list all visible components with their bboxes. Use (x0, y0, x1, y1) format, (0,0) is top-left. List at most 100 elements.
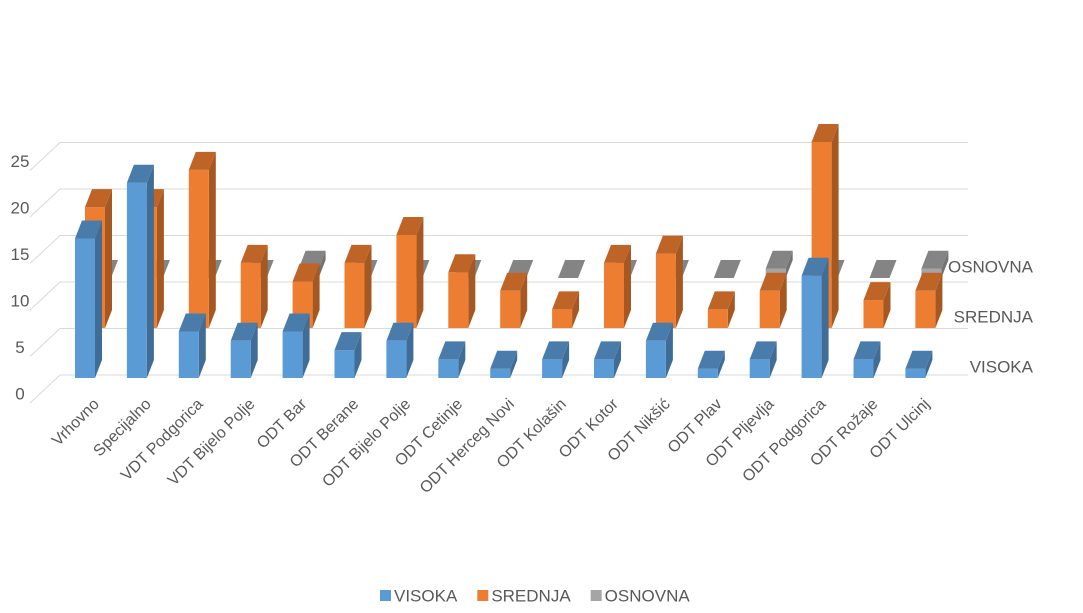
bar (75, 220, 102, 378)
bar-top (697, 350, 725, 369)
bar-top (542, 341, 570, 360)
bar-top (500, 272, 528, 291)
bar (344, 244, 372, 328)
row-label: OSNOVNA (948, 257, 1034, 276)
bar-front (801, 275, 822, 378)
bar-top (552, 291, 580, 310)
bar (655, 235, 683, 328)
legend-label: SREDNJA (491, 586, 571, 605)
bar-top (713, 260, 741, 278)
bar-side (562, 341, 570, 378)
bar-top (126, 164, 154, 183)
bar-side (935, 272, 943, 328)
bar-top (869, 260, 897, 278)
bar-side (572, 291, 580, 328)
bar (500, 272, 528, 328)
y-tick-label: 25 (11, 152, 30, 171)
bar-side (318, 250, 326, 278)
bar-front (344, 262, 365, 328)
bar-side (941, 250, 949, 278)
bar-front (697, 368, 718, 378)
bar-side (925, 350, 933, 378)
bar-front (334, 350, 355, 378)
bar (188, 151, 216, 328)
bar (853, 341, 881, 378)
bar-side (105, 189, 112, 328)
grid-line (29, 188, 968, 218)
bar-side (260, 244, 268, 328)
bar (396, 217, 424, 328)
y-tick-label: 15 (11, 245, 30, 264)
bar-side (785, 250, 793, 278)
bar-top (188, 151, 216, 170)
bar-side (873, 341, 881, 378)
bar-top (921, 250, 949, 269)
bar-front (230, 340, 251, 378)
bar-side (769, 341, 777, 378)
bar-top (811, 124, 839, 142)
grid-line (29, 235, 968, 264)
bar-side (364, 244, 372, 328)
bar (230, 322, 258, 378)
bar (542, 341, 570, 378)
x-tick-label: VDT Bijelo Polje (165, 396, 259, 490)
bar-side (727, 291, 735, 328)
bar-side (354, 332, 362, 378)
bar-top (85, 189, 112, 208)
bar-side (624, 244, 631, 328)
bar-front (75, 238, 95, 378)
bar (869, 260, 897, 278)
bar-front (905, 368, 926, 378)
bar-side (250, 322, 258, 378)
bar (604, 244, 631, 328)
bar (645, 322, 673, 378)
bar-top (75, 220, 102, 239)
bar-side (458, 341, 466, 378)
bar-top (396, 217, 424, 235)
x-tick-label: ODT Herceg Novi (417, 396, 518, 497)
bar-front (500, 290, 521, 328)
bar-top (386, 322, 414, 341)
bar-side (406, 322, 414, 378)
bar-top (240, 244, 268, 263)
bar-top (178, 313, 206, 332)
bar-top (759, 272, 787, 291)
bar (448, 254, 476, 328)
bar-top (344, 244, 372, 263)
bar-top (438, 341, 466, 360)
legend-swatch (380, 590, 391, 601)
grid-line (29, 142, 968, 171)
bar-top (448, 254, 476, 273)
bar (915, 272, 943, 328)
bar-side (675, 235, 683, 328)
bar-top (292, 263, 320, 282)
bar-front (594, 359, 614, 378)
grid-line (29, 374, 968, 404)
bar (126, 164, 154, 378)
bar-front (655, 253, 676, 328)
bar (863, 282, 891, 328)
bar (558, 260, 586, 278)
bar-side (156, 189, 164, 328)
bar-top (490, 350, 518, 369)
bar (334, 332, 362, 378)
bar-front (386, 340, 407, 378)
bar (749, 341, 777, 378)
bar-front (863, 300, 884, 328)
bar-side (665, 322, 673, 378)
bar-front (759, 290, 780, 328)
bar-top (765, 250, 793, 269)
x-tick-label: ODT Bijelo Polje (319, 396, 414, 491)
bar-front (749, 359, 770, 378)
bar-front (490, 368, 511, 378)
bar-side (95, 220, 102, 378)
bar (697, 350, 725, 378)
bar (594, 341, 621, 378)
bar (552, 291, 580, 328)
bar (759, 272, 787, 328)
bar-side (614, 341, 621, 378)
bar-top (863, 282, 891, 301)
bar-top (282, 313, 310, 332)
bar-top (801, 257, 829, 276)
bar-front (448, 272, 469, 328)
